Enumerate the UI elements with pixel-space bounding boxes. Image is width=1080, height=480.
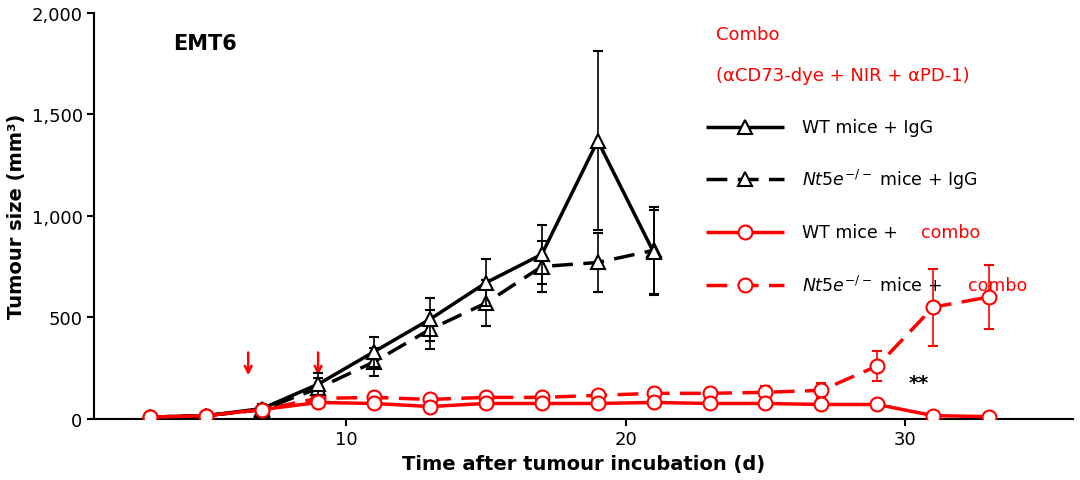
Text: (αCD73-dye + NIR + αPD-1): (αCD73-dye + NIR + αPD-1) xyxy=(716,67,970,84)
Text: EMT6: EMT6 xyxy=(173,34,237,54)
Text: combo: combo xyxy=(920,224,980,241)
Y-axis label: Tumour size (mm³): Tumour size (mm³) xyxy=(6,114,26,319)
Text: $Nt5e^{-/-}$ mice +: $Nt5e^{-/-}$ mice + xyxy=(802,275,944,295)
Text: $Nt5e^{-/-}$ mice + IgG: $Nt5e^{-/-}$ mice + IgG xyxy=(802,168,977,192)
Text: **: ** xyxy=(909,373,930,392)
Text: Combo: Combo xyxy=(716,26,780,44)
Text: WT mice +: WT mice + xyxy=(802,224,903,241)
Text: WT mice + IgG: WT mice + IgG xyxy=(802,118,933,136)
Text: combo: combo xyxy=(968,276,1027,294)
X-axis label: Time after tumour incubation (d): Time after tumour incubation (d) xyxy=(402,454,766,473)
